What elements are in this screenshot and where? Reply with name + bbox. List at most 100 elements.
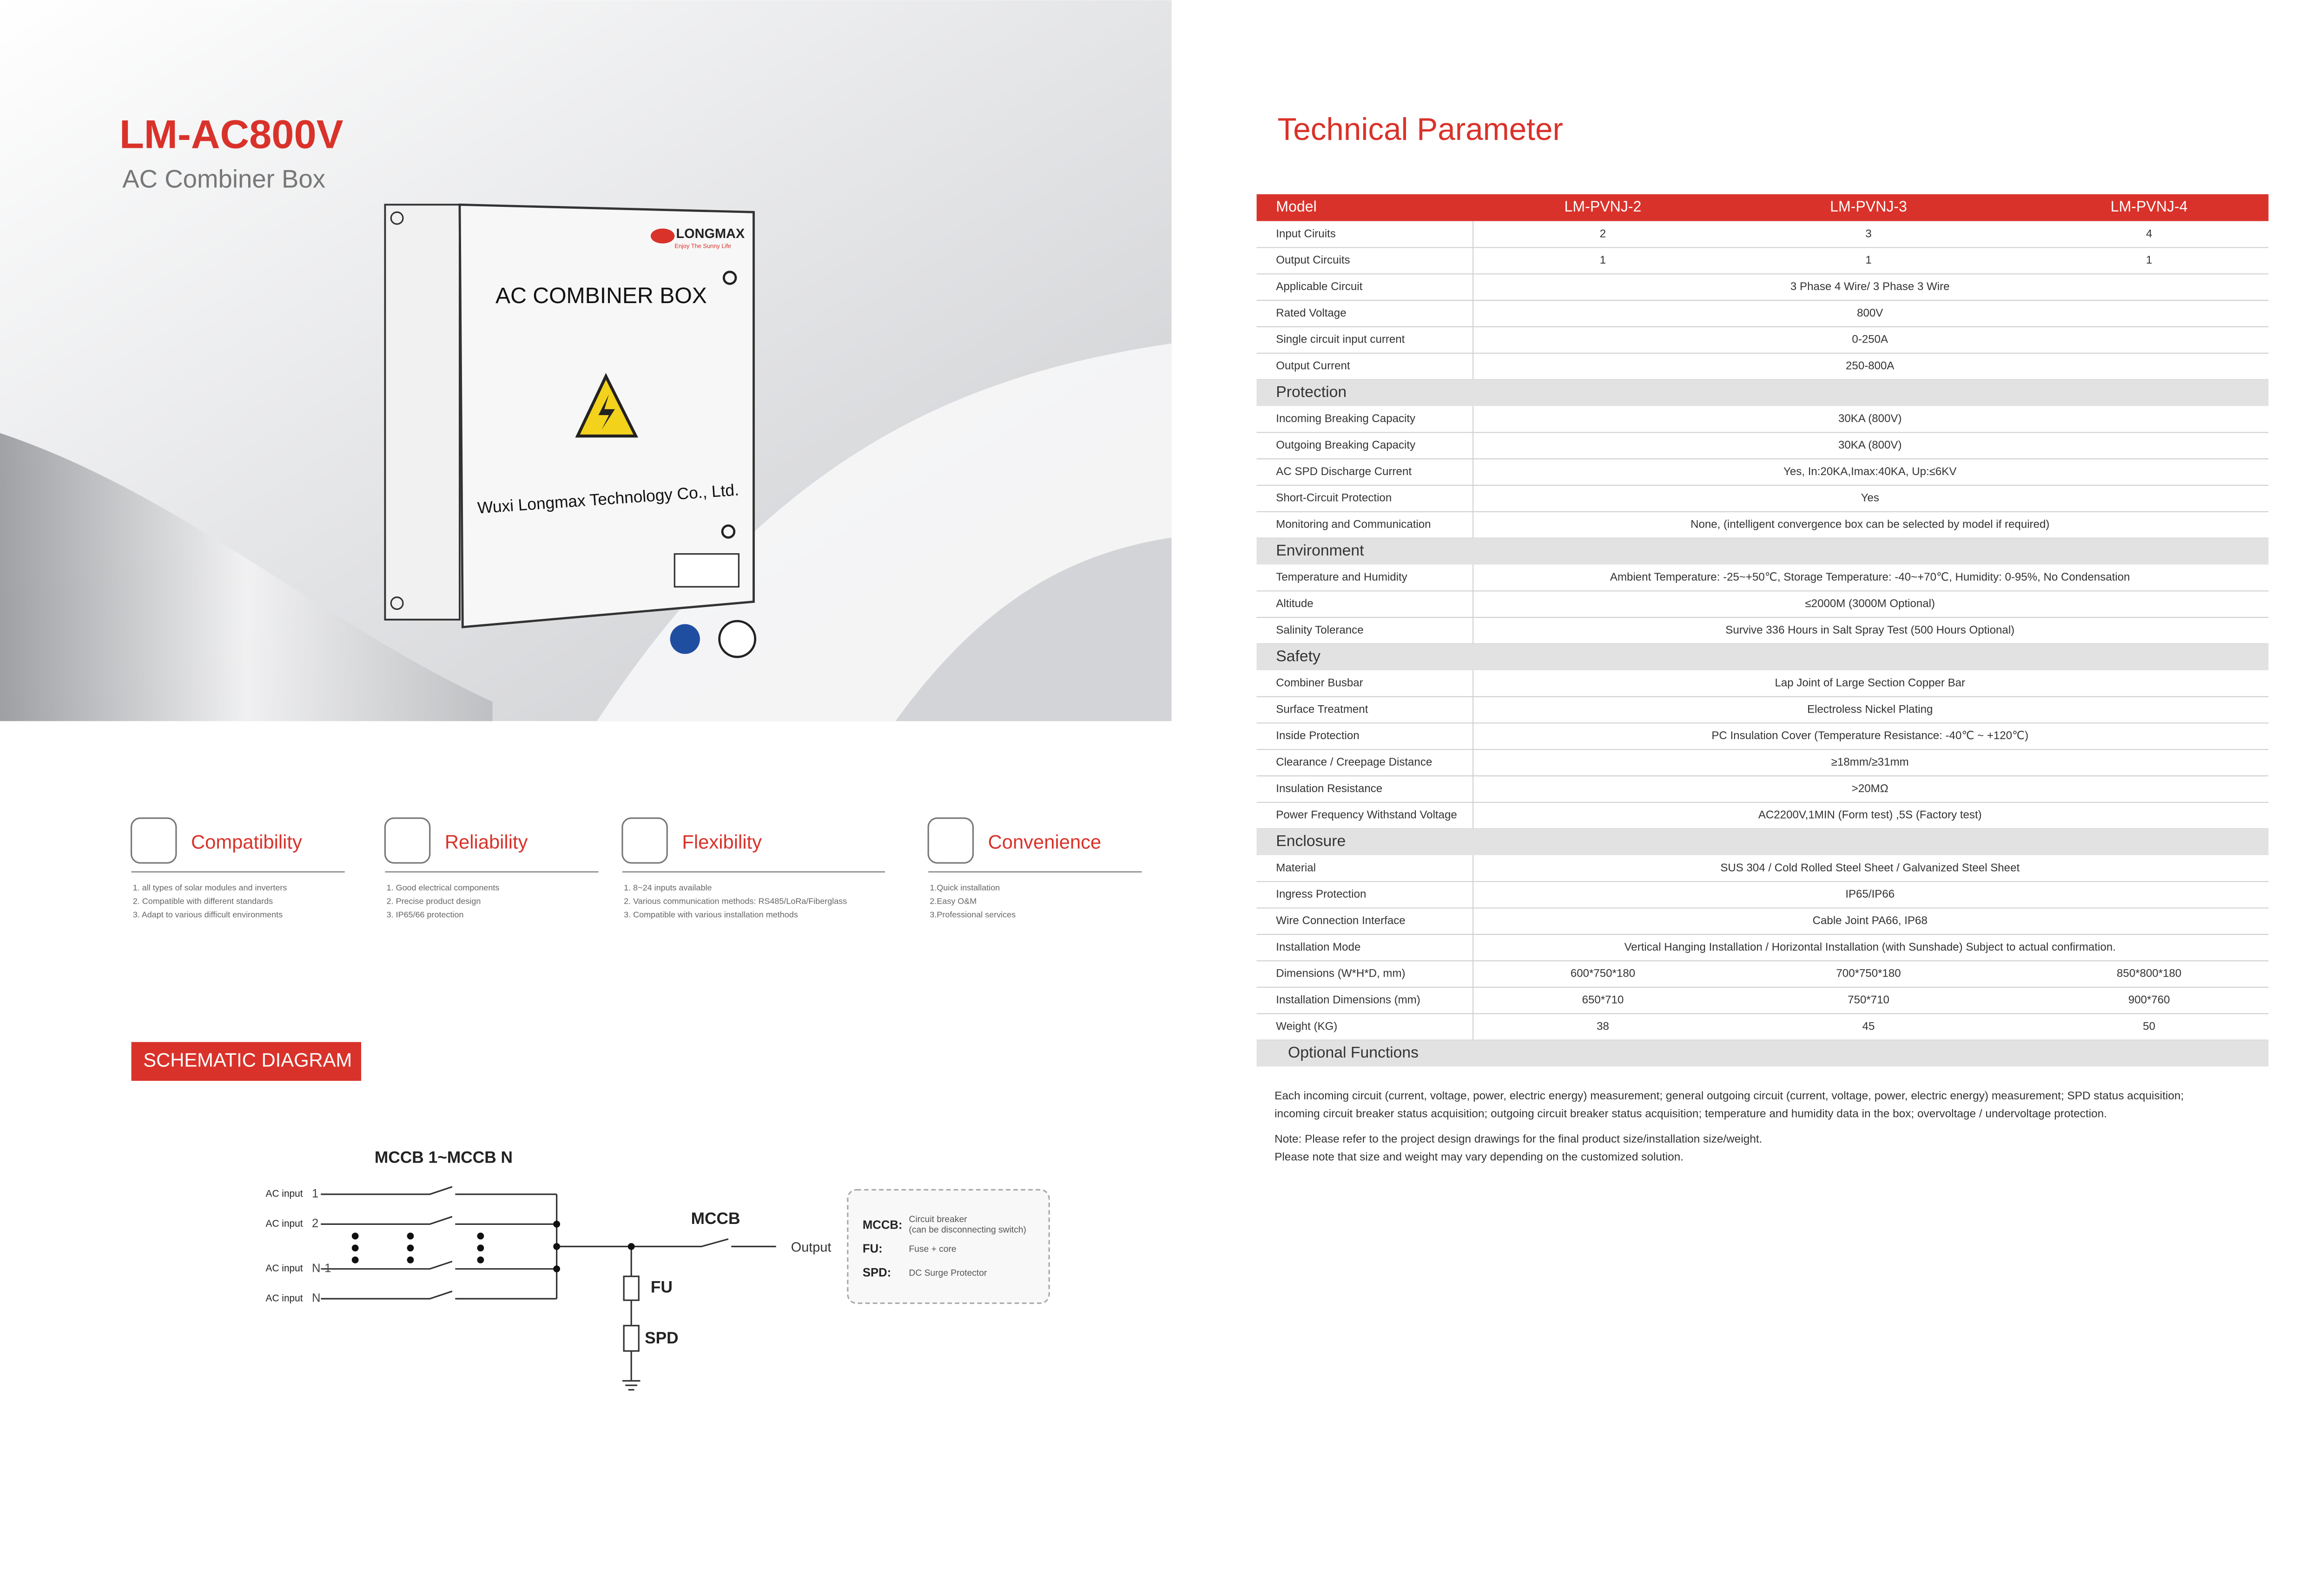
section-title: Enclosure xyxy=(1276,832,1346,850)
section-bar xyxy=(1256,538,2269,565)
optional-text: incoming circuit breaker status acquisit… xyxy=(1274,1107,2107,1120)
feature-title: Flexibility xyxy=(682,831,762,853)
row-label: Applicable Circuit xyxy=(1276,280,1362,293)
wave xyxy=(895,537,1172,721)
row-value: 3 xyxy=(1865,227,1871,240)
row-value: Survive 336 Hours in Salt Spray Test (50… xyxy=(1725,624,2014,636)
row-value: SUS 304 / Cold Rolled Steel Sheet / Galv… xyxy=(1720,861,2020,874)
feature-icon xyxy=(621,817,668,864)
row-label: Monitoring and Communication xyxy=(1276,518,1431,531)
row-label: Ingress Protection xyxy=(1276,888,1366,900)
feature-item: 3. Compatible with various installation … xyxy=(624,910,798,919)
feature-item: 2. Precise product design xyxy=(387,897,481,906)
feature-item: 2. Compatible with different standards xyxy=(133,897,273,906)
row-value: 30KA (800V) xyxy=(1838,412,1902,425)
row-value: 600*750*180 xyxy=(1571,967,1635,980)
row-value: >20MΩ xyxy=(1852,782,1888,795)
legend-box xyxy=(847,1189,1050,1304)
feature-item: 3. IP65/66 protection xyxy=(387,910,464,919)
row-value: None, (intelligent convergence box can b… xyxy=(1690,518,2049,531)
table-header: LM-PVNJ-4 xyxy=(2111,198,2188,215)
row-label: Outgoing Breaking Capacity xyxy=(1276,439,1415,451)
feature-item: 1. all types of solar modules and invert… xyxy=(133,883,287,893)
legend-text: Circuit breaker xyxy=(909,1215,967,1224)
section-title: Optional Functions xyxy=(1288,1044,1419,1061)
row-label: Incoming Breaking Capacity xyxy=(1276,412,1415,425)
fuse-label: FU xyxy=(651,1278,673,1296)
input-index: 1 xyxy=(312,1187,318,1200)
section-title: Safety xyxy=(1276,647,1320,665)
input-index: N-1 xyxy=(312,1262,331,1275)
input-label: AC input xyxy=(266,1189,303,1199)
schematic-title: SCHEMATIC DIAGRAM xyxy=(143,1049,352,1071)
box-label: AC COMBINER BOX xyxy=(495,283,707,308)
row-label: AC SPD Discharge Current xyxy=(1276,465,1412,478)
row-value: ≤2000M (3000M Optional) xyxy=(1805,597,1935,610)
row-value: Lap Joint of Large Section Copper Bar xyxy=(1775,677,1965,689)
feature-icon xyxy=(927,817,974,864)
circuit xyxy=(321,1186,776,1391)
input-index: N xyxy=(312,1292,321,1305)
subtitle: AC Combiner Box xyxy=(122,165,325,193)
spd-label: SPD xyxy=(645,1329,679,1347)
table-header: Model xyxy=(1276,198,1316,215)
legend-key: MCCB: xyxy=(863,1218,903,1231)
row-value: 650*710 xyxy=(1582,994,1624,1006)
spec-title: Technical Parameter xyxy=(1278,112,1563,147)
row-value: 1 xyxy=(2146,254,2152,266)
row-value: IP65/IP66 xyxy=(1845,888,1895,900)
legend-text: DC Surge Protector xyxy=(909,1268,987,1278)
section-title: Environment xyxy=(1276,542,1364,559)
row-value: PC Insulation Cover (Temperature Resista… xyxy=(1711,729,2028,742)
row-value: 4 xyxy=(2146,227,2152,240)
row-value: 1 xyxy=(1865,254,1871,266)
row-label: Wire Connection Interface xyxy=(1276,914,1405,927)
row-label: Output Circuits xyxy=(1276,254,1350,266)
feature-icon xyxy=(384,817,431,864)
feature-item: 1.Quick installation xyxy=(930,883,1000,893)
row-value: 30KA (800V) xyxy=(1838,439,1902,451)
row-value: AC2200V,1MIN (Form test) ,5S (Factory te… xyxy=(1758,809,1982,821)
row-label: Single circuit input current xyxy=(1276,333,1405,346)
feature-item: 1. 8~24 inputs available xyxy=(624,883,712,893)
row-label: Installation Dimensions (mm) xyxy=(1276,994,1420,1006)
row-label: Short-Circuit Protection xyxy=(1276,492,1392,504)
table-header-bar xyxy=(1256,194,2269,221)
row-label: Altitude xyxy=(1276,597,1313,610)
row-label: Material xyxy=(1276,861,1316,874)
row-value: 800V xyxy=(1857,307,1883,319)
slogan: Enjoy The Sunny Life xyxy=(674,243,731,250)
row-label: Clearance / Creepage Distance xyxy=(1276,756,1432,768)
note-text: Please note that size and weight may var… xyxy=(1274,1151,1684,1164)
row-label: Insulation Resistance xyxy=(1276,782,1382,795)
row-value: Cable Joint PA66, IP68 xyxy=(1813,914,1928,927)
brand: LONGMAX xyxy=(676,226,745,241)
row-label: Output Current xyxy=(1276,360,1350,372)
row-value: Electroless Nickel Plating xyxy=(1807,703,1933,715)
feature-title: Reliability xyxy=(445,831,528,853)
section-bar xyxy=(1256,643,2269,670)
feature-title: Convenience xyxy=(988,831,1102,853)
row-value: ≥18mm/≥31mm xyxy=(1831,756,1909,768)
row-value: 850*800*180 xyxy=(2117,967,2181,980)
row-value: 3 Phase 4 Wire/ 3 Phase 3 Wire xyxy=(1790,280,1950,293)
row-label: Input Ciruits xyxy=(1276,227,1335,240)
row-label: Weight (KG) xyxy=(1276,1020,1337,1032)
input-label: AC input xyxy=(266,1263,303,1274)
table-header: LM-PVNJ-2 xyxy=(1565,198,1642,215)
section-bar xyxy=(1256,1040,2269,1067)
row-label: Installation Mode xyxy=(1276,941,1360,953)
row-value: 700*750*180 xyxy=(1836,967,1901,980)
feature-icon xyxy=(130,817,177,864)
row-label: Inside Protection xyxy=(1276,729,1359,742)
row-value: 50 xyxy=(2143,1020,2155,1032)
output-label: Output xyxy=(791,1240,832,1255)
row-value: 900*760 xyxy=(2128,994,2170,1006)
row-value: 250-800A xyxy=(1846,360,1895,372)
feature-item: 1. Good electrical components xyxy=(387,883,500,893)
input-label: AC input xyxy=(266,1293,303,1303)
row-label: Rated Voltage xyxy=(1276,307,1346,319)
section-bar xyxy=(1256,828,2269,855)
